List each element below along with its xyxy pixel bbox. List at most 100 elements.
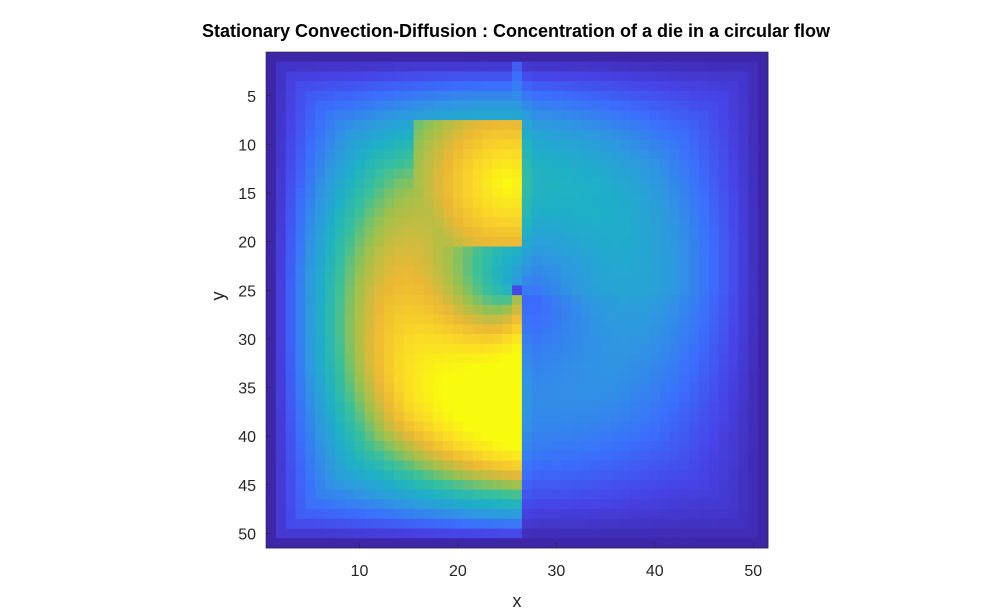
heatmap-cell (571, 120, 582, 131)
heatmap-cell (758, 421, 769, 432)
heatmap-cell (580, 295, 592, 306)
heatmap-cell (334, 197, 346, 209)
heatmap-cell (541, 110, 552, 121)
heatmap-cell (561, 139, 572, 150)
heatmap-cell (334, 509, 346, 520)
heatmap-cell (610, 421, 621, 432)
heatmap-cell (354, 256, 365, 267)
heatmap-cell (610, 265, 621, 277)
heatmap-cell (649, 295, 661, 306)
heatmap-cell (364, 460, 375, 471)
heatmap-cell (758, 518, 769, 529)
heatmap-cell (472, 61, 483, 72)
heatmap-cell (305, 71, 316, 82)
heatmap-cell (590, 246, 602, 257)
heatmap-cell (315, 499, 326, 510)
heatmap-cell (295, 265, 306, 277)
heatmap-cell (374, 100, 385, 111)
heatmap-cell (266, 52, 277, 63)
heatmap-cell (285, 168, 296, 179)
heatmap-cell (669, 314, 680, 325)
heatmap-cell (748, 100, 759, 111)
heatmap-cell (453, 470, 464, 481)
heatmap-cell (315, 304, 326, 315)
heatmap-cell (758, 489, 769, 500)
heatmap-cell (364, 188, 375, 199)
heatmap-cell (502, 100, 513, 111)
heatmap-cell (423, 81, 434, 92)
heatmap-cell (433, 538, 444, 549)
heatmap-cell (758, 265, 769, 277)
heatmap-cell (354, 411, 365, 422)
heatmap-cell (600, 411, 611, 422)
heatmap-cell (502, 324, 513, 335)
heatmap-cell (433, 265, 444, 277)
heatmap-cell (403, 217, 415, 228)
heatmap-cell (285, 295, 296, 306)
heatmap-cell (580, 129, 592, 140)
heatmap-cell (649, 265, 661, 277)
heatmap-cell (630, 158, 641, 170)
heatmap-cell (275, 441, 287, 452)
heatmap-cell (325, 402, 336, 413)
heatmap-cell (728, 460, 739, 471)
heatmap-cell (325, 188, 336, 199)
heatmap-cell (580, 392, 592, 403)
heatmap-cell (354, 353, 365, 364)
heatmap-cell (659, 71, 670, 82)
heatmap-cell (640, 528, 651, 539)
heatmap-cell (443, 450, 454, 461)
heatmap-cell (590, 382, 602, 393)
heatmap-cell (384, 52, 395, 63)
heatmap-cell (699, 392, 710, 403)
heatmap-cell (512, 304, 523, 315)
heatmap-cell (571, 188, 582, 199)
heatmap-cell (266, 158, 277, 170)
heatmap-cell (531, 295, 542, 306)
heatmap-cell (620, 295, 631, 306)
heatmap-cell (413, 236, 424, 247)
heatmap-cell (679, 363, 690, 374)
heatmap-cell (433, 149, 444, 160)
heatmap-cell (561, 431, 572, 442)
heatmap-cell (551, 217, 562, 228)
heatmap-cell (561, 265, 572, 277)
heatmap-cell (374, 275, 385, 286)
heatmap-cell (266, 246, 277, 257)
heatmap-cell (423, 265, 434, 277)
x-axis-label: x (513, 591, 522, 611)
heatmap-cell (443, 285, 454, 296)
heatmap-cell (393, 528, 405, 539)
heatmap-cell (580, 158, 592, 170)
heatmap-cell (689, 217, 700, 228)
heatmap-cell (325, 314, 336, 325)
heatmap-cell (521, 120, 533, 131)
x-tick-label: 30 (547, 563, 565, 580)
heatmap-cell (718, 61, 730, 72)
heatmap-cell (354, 392, 365, 403)
heatmap-cell (561, 61, 572, 72)
heatmap-cell (640, 334, 651, 345)
heatmap-cell (600, 372, 611, 384)
heatmap-cell (295, 120, 306, 131)
heatmap-cell (689, 149, 700, 160)
heatmap-cell (413, 392, 424, 403)
heatmap-cell (453, 353, 464, 364)
heatmap-cell (285, 441, 296, 452)
heatmap-cell (649, 411, 661, 422)
heatmap-cell (453, 450, 464, 461)
heatmap-cell (482, 363, 493, 374)
heatmap-cell (433, 236, 444, 247)
heatmap-cell (413, 246, 424, 257)
heatmap-cell (561, 81, 572, 92)
heatmap-cell (266, 499, 277, 510)
heatmap-cell (413, 441, 424, 452)
heatmap-cell (521, 129, 533, 140)
heatmap-cell (699, 411, 710, 422)
heatmap-cell (315, 110, 326, 121)
heatmap-cell (315, 61, 326, 72)
heatmap-cell (521, 217, 533, 228)
heatmap-cell (384, 265, 395, 277)
heatmap-cell (325, 71, 336, 82)
heatmap-cell (344, 489, 355, 500)
